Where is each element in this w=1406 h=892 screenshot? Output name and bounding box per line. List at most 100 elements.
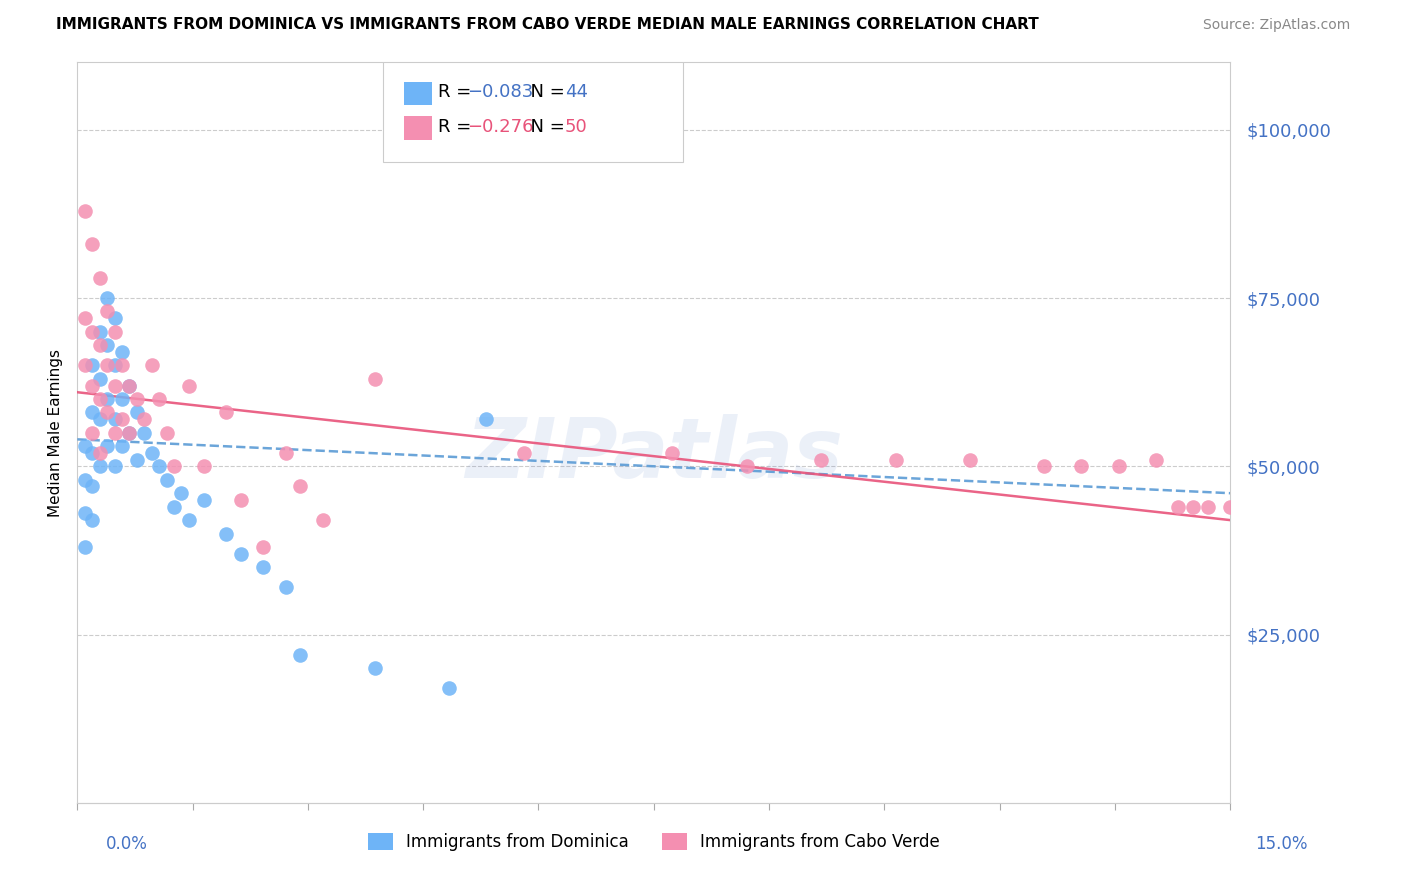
Text: −0.083: −0.083 [467,83,533,101]
Text: 15.0%: 15.0% [1256,835,1308,853]
Point [1144,452,1167,467]
Text: Source: ZipAtlas.com: Source: ZipAtlas.com [1202,19,1350,32]
Point [111,439,134,453]
Point [82,325,104,339]
Point [1219,500,1241,514]
Point [148,392,170,406]
Point [82,359,104,373]
Point [125,452,148,467]
Point [73,507,96,521]
Point [177,513,200,527]
Point [1167,500,1189,514]
Point [89,446,111,460]
Point [1033,459,1056,474]
Point [810,452,832,467]
Point [364,661,387,675]
Point [1070,459,1092,474]
Point [439,681,461,696]
Point [229,492,252,507]
Point [1197,500,1219,514]
Point [141,359,163,373]
Point [274,581,297,595]
Point [89,412,111,426]
Point [125,392,148,406]
Point [229,547,252,561]
Legend: R = −0.083   N = 44, R = −0.276   N = 50: R = −0.083 N = 44, R = −0.276 N = 50 [409,75,651,137]
Point [103,412,125,426]
Text: 44: 44 [565,83,588,101]
Point [73,359,96,373]
Point [364,372,387,386]
Point [89,459,111,474]
Y-axis label: Median Male Earnings: Median Male Earnings [48,349,63,516]
Text: ZIPatlas: ZIPatlas [465,414,842,495]
Point [1182,500,1205,514]
Point [134,412,156,426]
Point [89,325,111,339]
Point [134,425,156,440]
Point [82,378,104,392]
Point [73,311,96,326]
Point [73,203,96,218]
Text: IMMIGRANTS FROM DOMINICA VS IMMIGRANTS FROM CABO VERDE MEDIAN MALE EARNINGS CORR: IMMIGRANTS FROM DOMINICA VS IMMIGRANTS F… [56,18,1039,32]
Point [82,479,104,493]
Point [111,344,134,359]
Point [103,325,125,339]
Text: R =: R = [439,118,477,136]
Point [89,338,111,352]
Point [512,446,534,460]
Point [1108,459,1130,474]
Point [141,446,163,460]
Point [884,452,907,467]
Point [111,359,134,373]
Point [96,338,118,352]
Point [215,526,238,541]
Point [82,237,104,252]
Point [111,412,134,426]
Point [177,378,200,392]
Point [82,513,104,527]
Point [96,359,118,373]
Point [290,479,312,493]
Point [193,492,215,507]
Point [103,378,125,392]
Point [215,405,238,419]
Point [111,392,134,406]
Point [252,560,274,574]
Point [73,439,96,453]
Point [193,459,215,474]
Point [312,513,335,527]
Point [118,378,141,392]
Point [103,459,125,474]
Point [125,405,148,419]
Point [96,304,118,318]
Point [96,439,118,453]
Point [82,446,104,460]
Point [73,540,96,554]
Point [89,270,111,285]
Point [163,500,186,514]
Point [163,459,186,474]
Point [735,459,758,474]
Point [155,473,177,487]
Text: 0.0%: 0.0% [105,835,148,853]
Point [96,291,118,305]
Point [96,405,118,419]
Point [290,648,312,662]
Text: −0.276: −0.276 [467,118,533,136]
Point [148,459,170,474]
Point [118,425,141,440]
Point [170,486,193,500]
Point [155,425,177,440]
Text: N =: N = [519,118,571,136]
Point [118,378,141,392]
FancyBboxPatch shape [404,82,433,105]
Point [73,473,96,487]
Point [274,446,297,460]
Text: R =: R = [439,83,477,101]
Point [103,425,125,440]
Point [89,392,111,406]
Point [959,452,981,467]
Point [252,540,274,554]
Point [103,359,125,373]
